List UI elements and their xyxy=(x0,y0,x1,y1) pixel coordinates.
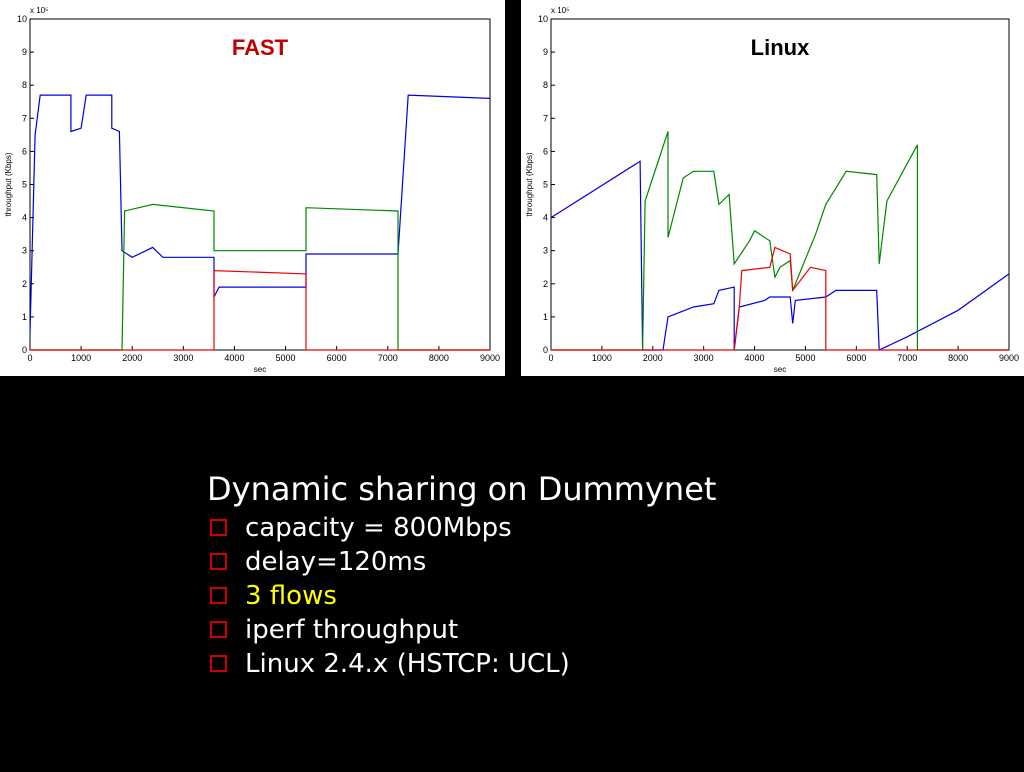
y-axis-label: throughput (Kbps) xyxy=(4,152,13,216)
y-tick-label: 2 xyxy=(22,279,27,289)
bullet-marker xyxy=(210,553,227,570)
x-tick-label: 1000 xyxy=(592,353,612,363)
y-tick-label: 3 xyxy=(543,246,548,256)
bullet-marker xyxy=(210,519,227,536)
x-tick-label: 4000 xyxy=(224,353,244,363)
x-tick-label: 3000 xyxy=(694,353,714,363)
y-tick-label: 0 xyxy=(543,345,548,355)
y-tick-label: 5 xyxy=(22,180,27,190)
bullet-marker xyxy=(210,621,227,638)
y-tick-label: 1 xyxy=(543,312,548,322)
y-tick-label: 5 xyxy=(543,180,548,190)
x-tick-label: 0 xyxy=(548,353,553,363)
x-axis-label: sec xyxy=(774,365,786,374)
slide-heading: Dynamic sharing on Dummynet xyxy=(207,470,716,508)
x-tick-label: 5000 xyxy=(276,353,296,363)
y-tick-label: 7 xyxy=(22,113,27,123)
y-axis-label: throughput (Kbps) xyxy=(525,152,534,216)
x-tick-label: 3000 xyxy=(173,353,193,363)
y-tick-label: 1 xyxy=(22,312,27,322)
x-tick-label: 0 xyxy=(27,353,32,363)
series-line xyxy=(29,94,491,334)
x-tick-label: 2000 xyxy=(122,353,142,363)
x-tick-label: 1000 xyxy=(71,353,91,363)
x-tick-label: 7000 xyxy=(378,353,398,363)
x-tick-label: 7000 xyxy=(897,353,917,363)
series-line xyxy=(30,203,490,351)
bullet-text: Linux 2.4.x (HSTCP: UCL) xyxy=(245,649,570,679)
chart-panel xyxy=(521,0,1024,376)
bullet-text: 3 flows xyxy=(245,581,337,611)
x-tick-label: 4000 xyxy=(745,353,765,363)
y-scale-label: x 10⁵ xyxy=(30,6,48,15)
x-tick-label: 8000 xyxy=(429,353,449,363)
chart-panel xyxy=(0,0,505,376)
y-tick-label: 8 xyxy=(543,80,548,90)
y-tick-label: 0 xyxy=(22,345,27,355)
x-tick-label: 8000 xyxy=(948,353,968,363)
x-tick-label: 2000 xyxy=(643,353,663,363)
bullet-text: delay=120ms xyxy=(245,547,426,577)
bullet-text: iperf throughput xyxy=(245,615,458,645)
series-line xyxy=(30,269,490,351)
y-tick-label: 8 xyxy=(22,80,27,90)
series-line xyxy=(551,131,1009,351)
bullet-marker xyxy=(210,587,227,604)
bullet-text: capacity = 800Mbps xyxy=(245,513,512,543)
x-tick-label: 6000 xyxy=(846,353,866,363)
y-tick-label: 10 xyxy=(538,14,548,24)
y-tick-label: 4 xyxy=(543,213,548,223)
x-tick-label: 6000 xyxy=(327,353,347,363)
bullet-marker xyxy=(210,655,227,672)
chart-title: Linux xyxy=(751,35,810,60)
y-tick-label: 3 xyxy=(22,246,27,256)
x-tick-label: 9000 xyxy=(999,353,1019,363)
y-tick-label: 10 xyxy=(17,14,27,24)
y-tick-label: 6 xyxy=(22,146,27,156)
y-tick-label: 9 xyxy=(22,47,27,57)
y-tick-label: 2 xyxy=(543,279,548,289)
series-line xyxy=(550,160,1010,351)
x-tick-label: 5000 xyxy=(795,353,815,363)
chart-title: FAST xyxy=(232,35,289,60)
y-tick-label: 4 xyxy=(22,213,27,223)
x-tick-label: 9000 xyxy=(480,353,500,363)
y-tick-label: 7 xyxy=(543,113,548,123)
series-line xyxy=(551,246,1009,351)
y-tick-label: 6 xyxy=(543,146,548,156)
y-scale-label: x 10⁵ xyxy=(551,6,569,15)
x-axis-label: sec xyxy=(254,365,266,374)
y-tick-label: 9 xyxy=(543,47,548,57)
